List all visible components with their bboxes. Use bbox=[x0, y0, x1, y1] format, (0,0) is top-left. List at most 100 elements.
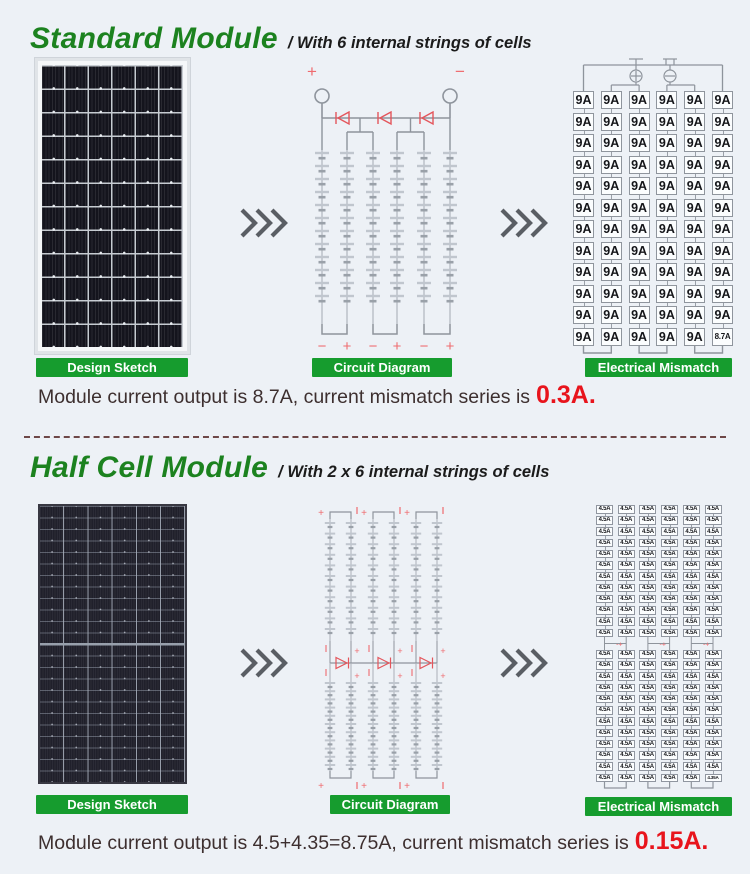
half-electrical-mismatch-grid: 4.5A 4.5A 4.5A 4.5A 4.5A 4.5A 4.5A 4.5A 4.5A 4.5A… bbox=[596, 503, 726, 793]
mismatch-cell: 4.5A bbox=[704, 661, 722, 670]
mismatch-cell: 4.5A bbox=[682, 538, 700, 548]
mismatch-cell: 4.5A bbox=[639, 617, 657, 626]
standard-caption-text: Module current output is 8.7A, current m… bbox=[38, 386, 531, 408]
mismatch-column: 4.5A 4.5A 4.5A 4.5A 4.5A 4.5A 4.5A 4.5A 4.5A 4.5A… bbox=[617, 505, 635, 638]
svg-text:+: + bbox=[393, 338, 402, 354]
mismatch-cell: 4.5A bbox=[639, 773, 657, 783]
mismatch-cell: 4.5A bbox=[682, 505, 700, 514]
mismatch-cell: 4.5A bbox=[596, 706, 613, 715]
mismatch-cell: 9A bbox=[600, 284, 622, 303]
mismatch-cell: 4.5A bbox=[704, 516, 722, 525]
mismatch-cell: 9A bbox=[628, 112, 650, 131]
mismatch-cell: 4.5A bbox=[639, 751, 657, 760]
mismatch-cell: 9A bbox=[600, 134, 622, 152]
mismatch-cell: 9A bbox=[573, 177, 594, 195]
mismatch-cell: 4.5A bbox=[661, 773, 679, 783]
mismatch-cell: 9A bbox=[600, 91, 622, 109]
mismatch-cell: 9A bbox=[684, 198, 706, 217]
mismatch-cell: 9A bbox=[600, 306, 622, 324]
mismatch-cell: 4.5A bbox=[596, 594, 613, 604]
mismatch-cell: 4.5A bbox=[617, 773, 635, 783]
mismatch-cell: 9A bbox=[712, 112, 733, 131]
mismatch-cell: 4.5A bbox=[617, 617, 635, 626]
mismatch-cell: 4.5A bbox=[617, 650, 635, 659]
mismatch-cell: 9A bbox=[712, 306, 733, 324]
mismatch-cell: 9A bbox=[684, 91, 706, 109]
mismatch-column: 4.5A 4.5A 4.5A 4.5A 4.5A 4.5A 4.5A 4.5A 4.5A 4.5A… bbox=[682, 505, 700, 638]
mismatch-column: 9A 9A 9A 9A 9A 9A 9A 9A 9A 9A 9A 9A bbox=[684, 91, 706, 346]
mismatch-cell: 4.5A bbox=[682, 694, 700, 704]
mismatch-cell: 4.5A bbox=[639, 672, 657, 681]
mismatch-cell: 4.5A bbox=[682, 751, 700, 760]
standard-caption-highlight: 0.3A. bbox=[536, 381, 596, 409]
mismatch-cell: 9A bbox=[656, 284, 678, 303]
chevron-right-icon bbox=[240, 208, 288, 238]
mismatch-cell: 4.5A bbox=[661, 617, 679, 626]
chevron-right-icon bbox=[500, 208, 548, 238]
mismatch-cell: 9A bbox=[684, 177, 706, 195]
mismatch-cell: 4.5A bbox=[682, 617, 700, 626]
mismatch-cell: 4.5A bbox=[617, 538, 635, 548]
mismatch-cell: 9A bbox=[600, 220, 622, 238]
mismatch-cell: 9A bbox=[684, 220, 706, 238]
mismatch-cell: 9A bbox=[600, 177, 622, 195]
mismatch-cell: 9A bbox=[656, 177, 678, 195]
mismatch-cell: 4.5A bbox=[596, 561, 613, 570]
mismatch-cell: 4.5A bbox=[639, 683, 657, 693]
mismatch-cell: 4.5A bbox=[617, 751, 635, 760]
mismatch-cell: 9A bbox=[628, 134, 650, 152]
mismatch-column: 4.5A 4.5A 4.5A 4.5A 4.5A 4.5A 4.5A 4.5A 4.5A 4.5A… bbox=[596, 505, 613, 638]
mismatch-cell: 4.5A bbox=[596, 661, 613, 670]
mismatch-cell: 9A bbox=[684, 306, 706, 324]
half-caption-highlight: 0.15A. bbox=[634, 827, 709, 855]
mismatch-cell: 9A bbox=[573, 284, 594, 303]
half-electrical-mismatch-label: Electrical Mismatch bbox=[585, 797, 732, 816]
mismatch-cell: 9A bbox=[600, 241, 622, 260]
mismatch-cell: 4.5A bbox=[617, 572, 635, 581]
mismatch-cell: 4.5A bbox=[596, 516, 613, 525]
mismatch-cell: 4.5A bbox=[682, 527, 700, 536]
mismatch-cell: 9A bbox=[656, 306, 678, 324]
mismatch-cell: 4.5A bbox=[661, 606, 679, 615]
mismatch-column: 4.5A 4.5A 4.5A 4.5A 4.5A 4.5A 4.5A 4.5A 4.5A 4.5A… bbox=[639, 650, 657, 783]
mismatch-cell: 4.5A bbox=[661, 672, 679, 681]
mismatch-cell: 4.5A bbox=[704, 538, 722, 548]
mismatch-cell: 9A bbox=[684, 155, 706, 174]
mismatch-cell: 4.5A bbox=[617, 527, 635, 536]
mismatch-cell: 4.5A bbox=[704, 606, 722, 615]
mismatch-cell: 4.5A bbox=[704, 628, 722, 638]
mismatch-cell: 9A bbox=[573, 263, 594, 281]
mismatch-cell: 9A bbox=[573, 306, 594, 324]
svg-text:−: − bbox=[455, 62, 465, 81]
dashed-divider bbox=[24, 436, 726, 438]
mismatch-cell: 9A bbox=[573, 112, 594, 131]
svg-text:+: + bbox=[361, 781, 367, 791]
mismatch-cell: 9A bbox=[573, 91, 594, 109]
standard-section-title: Standard Module bbox=[30, 22, 278, 55]
mismatch-cell: 9A bbox=[712, 177, 733, 195]
mismatch-cell: 4.5A bbox=[704, 683, 722, 693]
chevron-right-icon bbox=[500, 648, 548, 678]
mismatch-cell: 4.5A bbox=[682, 606, 700, 615]
svg-text:+: + bbox=[343, 338, 352, 354]
mismatch-cell: 9A bbox=[628, 284, 650, 303]
mismatch-cell: 4.5A bbox=[661, 505, 679, 514]
mismatch-cell: 4.5A bbox=[639, 717, 657, 726]
mismatch-cell: 4.5A bbox=[661, 661, 679, 670]
mismatch-column: 4.5A 4.5A 4.5A 4.5A 4.5A 4.5A 4.5A 4.5A 4.5A 4.5A… bbox=[704, 650, 722, 783]
mismatch-cell: 9A bbox=[712, 263, 733, 281]
mismatch-cell: 4.5A bbox=[639, 606, 657, 615]
mismatch-cell: 9A bbox=[712, 155, 733, 174]
mismatch-cell: 9A bbox=[656, 155, 678, 174]
svg-text:-+: -+ bbox=[660, 642, 666, 649]
mismatch-cell: 9A bbox=[628, 263, 650, 281]
mismatch-cell: 4.5A bbox=[596, 617, 613, 626]
mismatch-cell: 4.5A bbox=[596, 505, 613, 514]
mismatch-cell: 4.5A bbox=[661, 694, 679, 704]
svg-text:-+: -+ bbox=[703, 642, 709, 649]
mismatch-cell: 4.5A bbox=[682, 549, 700, 559]
half-panel-cells bbox=[40, 506, 185, 782]
mismatch-cell: 9A bbox=[628, 198, 650, 217]
mismatch-cell: 4.5A bbox=[639, 628, 657, 638]
mismatch-cell: 4.5A bbox=[682, 706, 700, 715]
